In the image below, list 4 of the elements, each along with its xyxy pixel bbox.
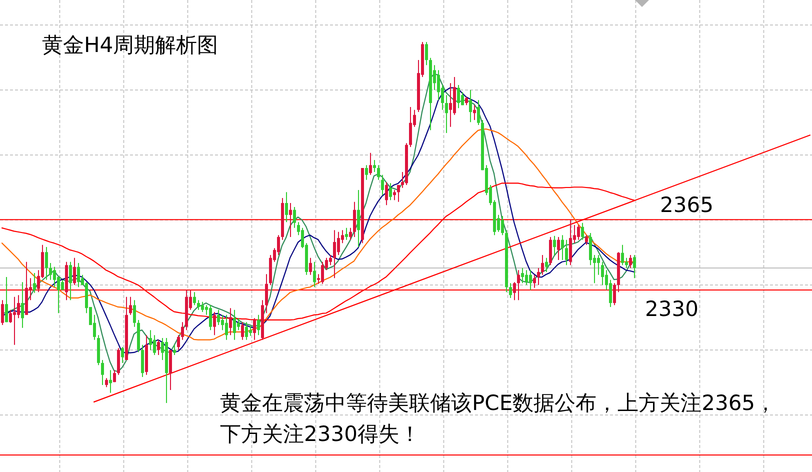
- annotation: 2330: [645, 297, 698, 321]
- annotation: 2365: [660, 193, 714, 217]
- annotation: 黄金在震荡中等待美联储该PCE数据公布，上方关注2365，下方关注2330得失！: [220, 390, 778, 448]
- chart-title: 黄金H4周期解析图: [42, 32, 218, 59]
